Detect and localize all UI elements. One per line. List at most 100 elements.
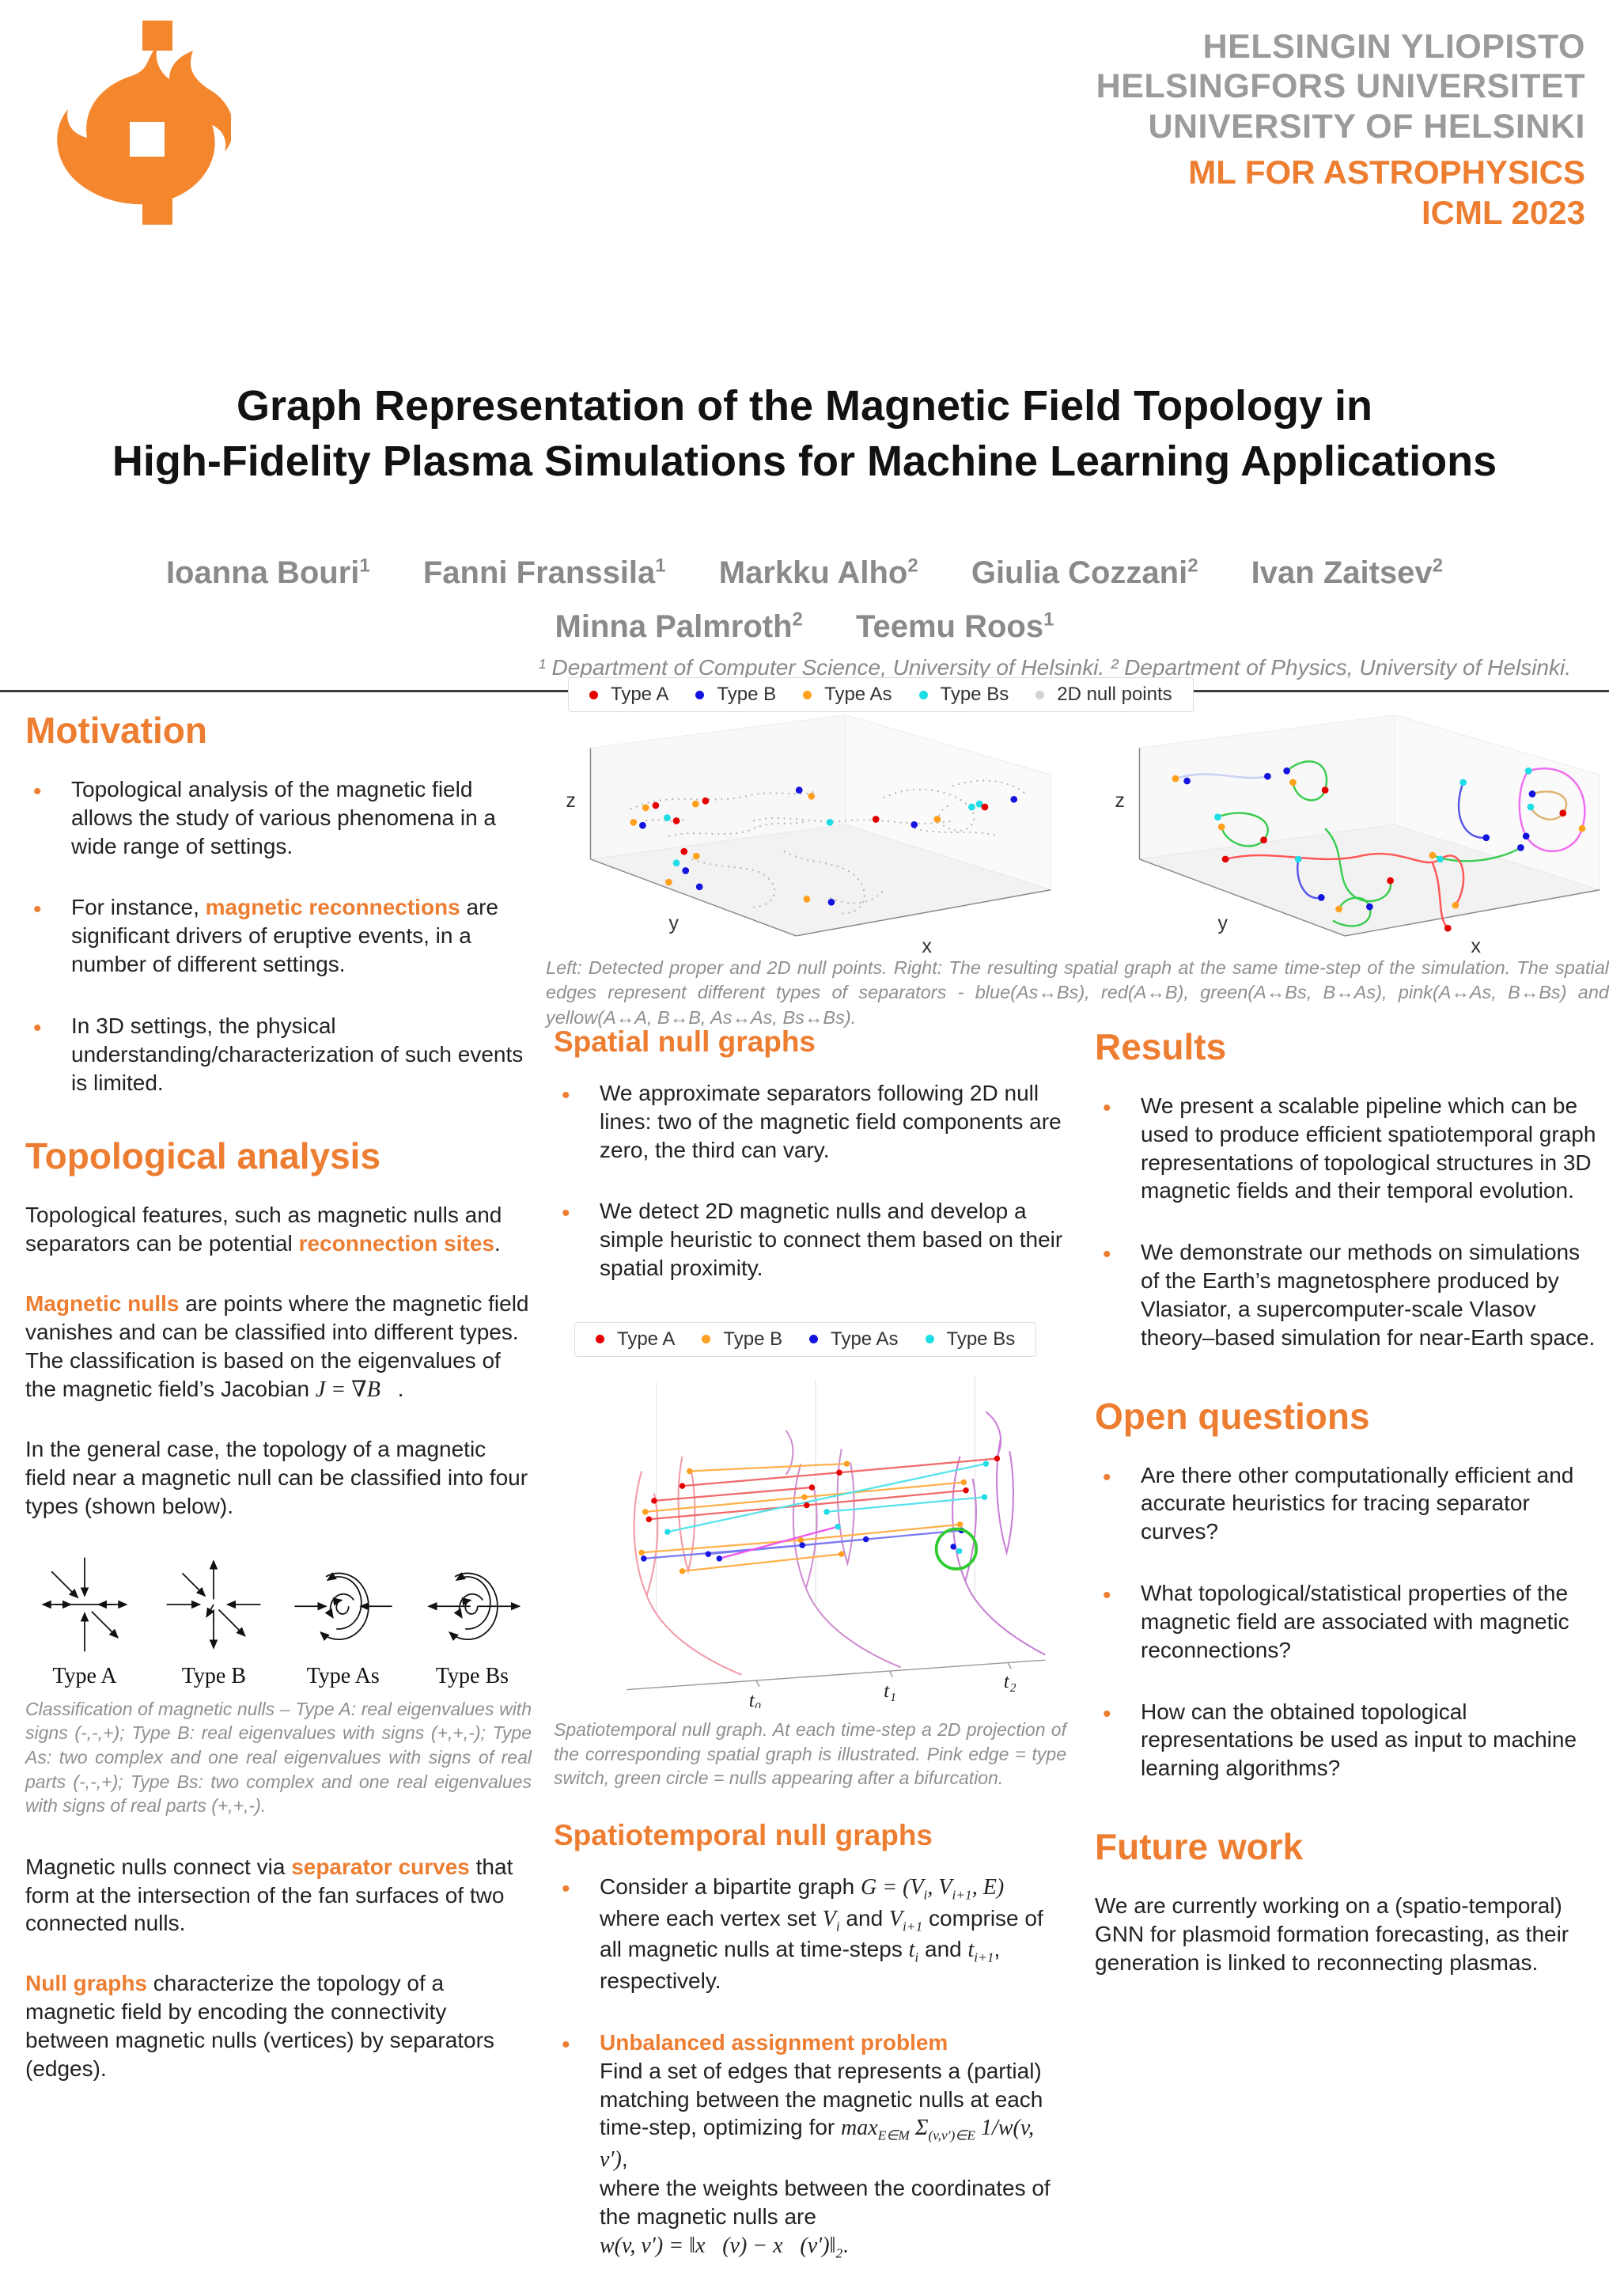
legend-dot	[695, 690, 705, 699]
axis-label-y: y	[668, 912, 679, 934]
axis-label-z: z	[1115, 790, 1125, 812]
null-line-curves	[630, 779, 1026, 915]
legend-dot	[702, 1335, 711, 1344]
bullet-item: • How can the obtained topological repres…	[1103, 1699, 1577, 1781]
figure-spatiotemporal-null-graph: t₀ t₁ t₂	[627, 1374, 1046, 1708]
null-types-caption: Classification of magnetic nulls – Type …	[25, 1698, 532, 1817]
legend-item: Type B	[702, 1328, 782, 1351]
legend-item: Type A	[589, 684, 668, 706]
paragraph: Magnetic nulls are points where the magn…	[25, 1291, 529, 1402]
null-type-label: Type As	[306, 1663, 380, 1688]
legend-item: Type As	[803, 684, 892, 706]
bullet-item: • For instance, magnetic reconnections ar…	[33, 895, 498, 977]
poster-title: Graph Representation of the Magnetic Fie…	[0, 378, 1609, 489]
bullet-item: • What topological/statistical properties…	[1103, 1581, 1569, 1662]
legend-dot	[596, 1335, 604, 1344]
section-spatial-null-graphs: Spatial null graphs • We approximate sepa…	[554, 1025, 1066, 1283]
left-column: Motivation • Topological analysis of the …	[25, 709, 532, 2115]
middle-column: Spatial null graphs • We approximate sepa…	[554, 1025, 1066, 2296]
legend-item: 2D null points	[1035, 684, 1172, 706]
type-b-diagram	[166, 1559, 261, 1650]
legend-item: Type B	[695, 684, 776, 706]
header-event-name: ML FOR ASTROPHYSICS ICML 2023	[1188, 152, 1585, 233]
author: Teemu Roos1	[856, 608, 1054, 644]
header-university-name: HELSINGIN YLIOPISTO HELSINGFORS UNIVERSI…	[1096, 27, 1585, 146]
legend-dot	[803, 690, 812, 699]
bullet-icon: •	[33, 896, 42, 923]
graph-nodes	[1172, 767, 1586, 932]
null-type-figure: Type As	[284, 1552, 403, 1689]
bullet-item: • Are there other computationally efficie…	[1103, 1462, 1574, 1544]
section-results: Results • We present a scalable pipeline …	[1095, 1025, 1598, 1352]
null-type-label: Type Bs	[435, 1663, 509, 1688]
bullet-item: • Topological analysis of the magnetic fi…	[33, 777, 496, 858]
bullet-icon: •	[1103, 1464, 1111, 1491]
axis-label-z: z	[566, 790, 576, 812]
section-open-questions: Open questions • Are there other computat…	[1095, 1395, 1598, 1783]
logo-square-bottom	[142, 195, 172, 225]
paragraph: We are currently working on a (spatio-te…	[1095, 1893, 1569, 1975]
figure-row: z y x	[546, 695, 1609, 957]
legend-dot	[918, 690, 928, 699]
figure2-caption: Spatiotemporal null graph. At each time-…	[554, 1718, 1066, 1789]
motivation-heading: Motivation	[25, 710, 207, 751]
legend-dot	[809, 1335, 819, 1344]
event-line: ICML 2023	[1422, 194, 1585, 232]
null-type-label: Type A	[52, 1663, 117, 1688]
affiliation: ¹ Department of Computer Science, Univer…	[538, 655, 1571, 680]
paragraph: Magnetic nulls connect via separator cur…	[25, 1854, 513, 1936]
null-points	[630, 786, 1018, 906]
bullet-icon: •	[1103, 1582, 1111, 1609]
author: Markku Alho2	[718, 555, 918, 590]
bullet-item: • We demonstrate our methods on simulatio…	[1103, 1240, 1596, 1350]
university-line: UNIVERSITY OF HELSINKI	[1148, 107, 1585, 146]
time-label-t0: t₀	[749, 1689, 762, 1708]
axis-label-x: x	[922, 935, 932, 957]
section-motivation: Motivation • Topological analysis of the …	[25, 709, 532, 1097]
topological-analysis-heading: Topological analysis	[25, 1135, 381, 1177]
type-bs-diagram	[427, 1571, 521, 1642]
temporal-nodes	[638, 1455, 1001, 1574]
bullet-item: • Unbalanced assignment problem Find a set…	[562, 2029, 1051, 2261]
bullet-icon: •	[33, 1014, 42, 1041]
null-type-figure: Type Bs	[413, 1552, 532, 1689]
spatiotemporal-null-graphs-heading: Spatiotemporal null graphs	[554, 1818, 933, 1851]
title-line: High-Fidelity Plasma Simulations for Mac…	[112, 438, 1497, 486]
author: Minna Palmroth2	[555, 608, 803, 644]
results-heading: Results	[1095, 1026, 1227, 1067]
bullet-icon: •	[33, 779, 42, 805]
axis-label-y: y	[1217, 912, 1228, 934]
legend-dot	[589, 690, 598, 699]
axis-label-x: x	[1471, 935, 1481, 957]
authors-line: Ioanna Bouri1 Fanni Franssila1 Markku Al…	[0, 546, 1609, 600]
legend-dot	[925, 1335, 934, 1344]
university-line: HELSINGFORS UNIVERSITET	[1096, 67, 1585, 106]
title-line: Graph Representation of the Magnetic Fie…	[236, 382, 1373, 430]
figure-spatial-graph: z y x	[1115, 714, 1600, 957]
bullet-icon: •	[1103, 1700, 1111, 1727]
bullet-icon: •	[562, 1082, 570, 1108]
bullet-icon: •	[562, 1875, 570, 1902]
legend-item: Type Bs	[925, 1328, 1015, 1351]
spatial-null-graphs-heading: Spatial null graphs	[554, 1025, 816, 1058]
bullet-item: • We detect 2D magnetic nulls and develop…	[562, 1199, 1063, 1281]
paragraph: Topological features, such as magnetic n…	[25, 1203, 502, 1256]
open-questions-heading: Open questions	[1095, 1395, 1370, 1437]
type-as-diagram	[294, 1571, 392, 1642]
null-type-diagrams: Type A Type B	[25, 1552, 532, 1689]
section-topological-analysis: Topological analysis Topological feature…	[25, 1135, 532, 2082]
bullet-icon: •	[562, 2031, 570, 2058]
paragraph: In the general case, the topology of a m…	[25, 1437, 528, 1519]
author: Fanni Franssila1	[422, 555, 666, 590]
university-logo	[57, 21, 231, 225]
legend-item: Type A	[596, 1328, 675, 1351]
legend-item: Type As	[809, 1328, 899, 1351]
section-spatiotemporal-null-graphs: Spatiotemporal null graphs • Consider a b…	[554, 1819, 1066, 2263]
legend-dot	[1035, 690, 1045, 699]
figure-detected-null-points: z y x	[566, 714, 1051, 957]
event-line: ML FOR ASTROPHYSICS	[1188, 153, 1585, 191]
projected-null-lines	[633, 1411, 1046, 1676]
null-type-label: Type B	[181, 1663, 246, 1688]
figure1-legend: Type A Type B Type As Type Bs 2D null po…	[568, 677, 1194, 712]
